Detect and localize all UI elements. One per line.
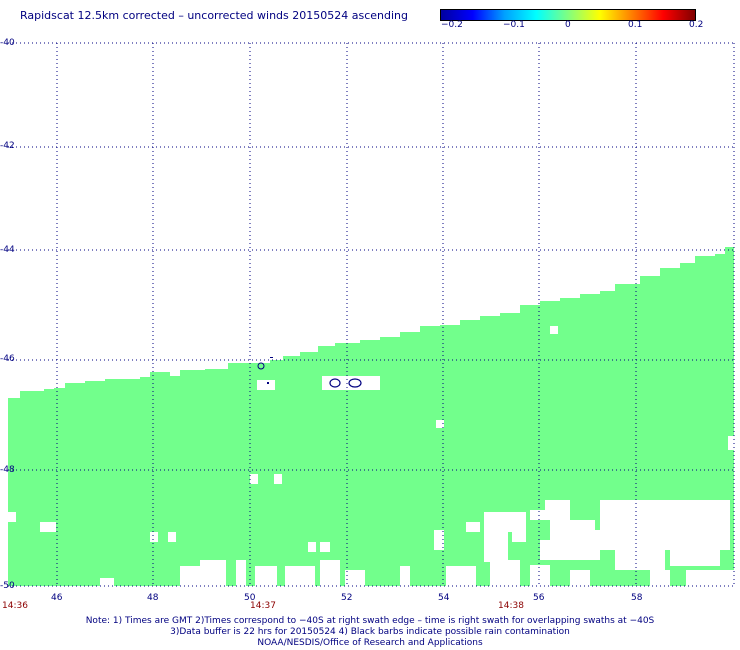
colorbar-tick: −0.1 xyxy=(503,20,525,30)
missing-cell xyxy=(600,500,730,530)
missing-cell xyxy=(100,578,114,588)
missing-cell xyxy=(530,510,550,520)
rain-barb xyxy=(270,357,273,358)
missing-cell xyxy=(320,542,330,552)
missing-cell xyxy=(446,566,476,586)
missing-cell xyxy=(585,520,595,530)
missing-cell xyxy=(150,532,158,542)
lat-label: -50 xyxy=(0,581,15,591)
lat-label: -44 xyxy=(0,245,15,255)
missing-cell xyxy=(250,474,258,484)
rain-barb xyxy=(267,382,269,384)
missing-cell xyxy=(484,532,508,562)
missing-cell xyxy=(484,512,514,532)
colorbar-tick: 0.2 xyxy=(689,20,704,30)
note-line-2: 3)Data buffer is 22 hrs for 20150524 4) … xyxy=(170,627,570,637)
missing-cell xyxy=(728,436,734,450)
missing-cell xyxy=(40,522,56,532)
missing-cell xyxy=(434,530,444,550)
missing-cell xyxy=(308,542,316,552)
missing-cell xyxy=(436,420,444,428)
missing-cell xyxy=(512,512,526,542)
missing-cell xyxy=(540,540,600,560)
missing-cell xyxy=(466,522,480,532)
lon-label: 46 xyxy=(51,593,63,603)
lat-label: -48 xyxy=(0,465,15,475)
missing-cell xyxy=(257,380,275,390)
colorbar xyxy=(440,9,696,21)
lat-label: -42 xyxy=(0,141,15,151)
missing-cell xyxy=(590,530,730,550)
missing-cell xyxy=(550,520,590,540)
rain-contamination-barbs xyxy=(257,357,362,388)
missing-cell xyxy=(274,474,282,484)
lon-label: 56 xyxy=(533,593,545,603)
missing-cell xyxy=(345,570,365,586)
rain-barb xyxy=(257,362,265,370)
missing-cell xyxy=(236,560,246,586)
missing-cell xyxy=(545,500,570,520)
missing-cell xyxy=(168,532,176,542)
footnotes: Note: 1) Times are GMT 2)Times correspon… xyxy=(0,616,740,649)
colorbar-tick: −0.2 xyxy=(441,20,463,30)
time-label: 14:37 xyxy=(250,601,276,611)
colorbar-tick: 0 xyxy=(565,20,571,30)
map-title: Rapidscat 12.5km corrected – uncorrected… xyxy=(20,9,409,22)
lon-label: 52 xyxy=(341,593,353,603)
lon-label: 54 xyxy=(438,593,450,603)
missing-cell xyxy=(650,570,670,586)
colorbar-tick: 0.1 xyxy=(628,20,643,30)
lon-label: 58 xyxy=(631,593,643,603)
lat-lon-grid xyxy=(8,42,735,587)
missing-cell xyxy=(200,560,226,586)
missing-cell xyxy=(570,570,590,586)
missing-data-cells xyxy=(8,326,734,588)
lon-label: 50 xyxy=(244,593,256,603)
time-label: 14:38 xyxy=(498,601,524,611)
note-line-1: Note: 1) Times are GMT 2)Times correspon… xyxy=(85,616,655,626)
lat-label: -40 xyxy=(0,38,15,48)
missing-cell xyxy=(255,566,277,586)
missing-cell xyxy=(8,512,16,522)
missing-cell xyxy=(180,566,200,586)
note-line-3: NOAA/NESDIS/Office of Research and Appli… xyxy=(257,638,483,648)
time-label: 14:36 xyxy=(2,601,28,611)
missing-cell xyxy=(320,560,340,586)
missing-cell xyxy=(550,326,558,334)
missing-cell xyxy=(490,560,520,586)
missing-cell xyxy=(615,550,665,570)
rain-barb xyxy=(348,378,362,388)
missing-cell xyxy=(285,566,315,586)
rain-barb xyxy=(329,378,341,388)
missing-cell xyxy=(400,566,410,586)
lon-label: 48 xyxy=(147,593,159,603)
lat-label: -46 xyxy=(0,354,15,364)
missing-cell xyxy=(530,565,550,586)
missing-cell xyxy=(686,570,734,586)
missing-cell xyxy=(322,376,380,390)
missing-cell xyxy=(670,550,720,566)
